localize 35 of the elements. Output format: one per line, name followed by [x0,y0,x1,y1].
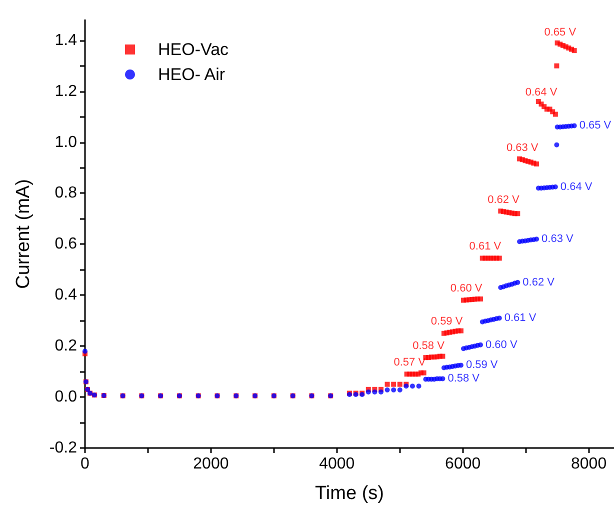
annotation: 0.58 V [412,340,446,352]
annotation: 0.63 V [542,233,574,246]
annotation: 0.58 V [448,372,480,385]
y-tick-label: 0.4 [54,286,78,304]
y-tick-label: -0.2 [49,440,78,456]
annotation: 0.65 V [579,120,612,132]
annotation: 0.64 V [525,86,558,99]
x-axis-title: Time (s) [315,483,384,504]
annotation: 0.60 V [485,338,518,351]
y-axis-title: Current (mA) [13,179,34,289]
x-tick-label: 4000 [319,456,355,472]
annotation: 0.61 V [504,312,537,324]
y-tick-label: 1.0 [54,134,78,151]
legend-label: HEO- Air [158,65,226,84]
annotation: 0.57 V [394,356,426,369]
annotation: 0.63 V [506,142,539,154]
annotation: 0.62 V [488,194,520,206]
legend-label: HEO-Vac [158,40,230,59]
x-tick-label: 0 [80,456,90,472]
x-tick-label: 2000 [193,456,229,472]
y-tick-label: 0.0 [54,388,78,406]
y-tick-label: 0.6 [54,236,78,253]
x-tick-label: 8000 [571,456,607,472]
y-tick-label: 0.8 [54,184,78,202]
annotation: 0.59 V [430,315,464,328]
y-tick-label: 1.4 [54,32,78,49]
y-tick-label: 1.2 [54,82,78,100]
annotation: 0.62 V [522,276,556,288]
annotation: 0.64 V [560,180,593,193]
annotation: 0.61 V [469,240,502,253]
x-tick-label: 6000 [445,456,481,472]
annotation: 0.60 V [450,282,483,294]
annotation: 0.59 V [466,359,498,372]
y-tick-label: 0.2 [54,338,78,355]
annotation: 0.65 V [544,26,577,39]
